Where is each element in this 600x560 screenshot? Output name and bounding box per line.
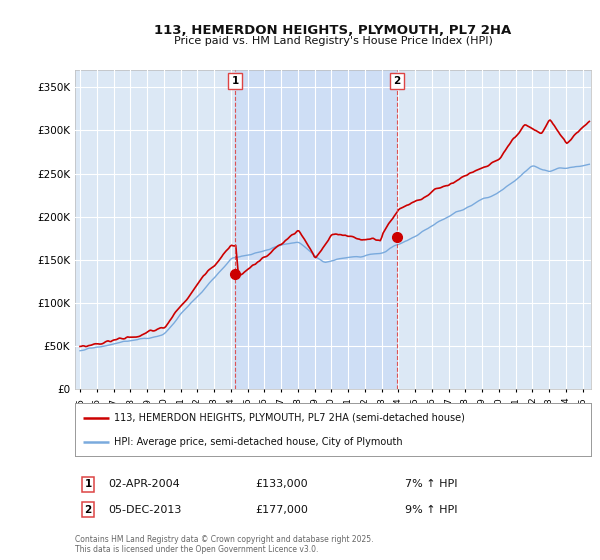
Text: 1: 1 bbox=[232, 76, 239, 86]
Text: 9% ↑ HPI: 9% ↑ HPI bbox=[405, 505, 458, 515]
Text: £133,000: £133,000 bbox=[255, 479, 308, 489]
Text: Price paid vs. HM Land Registry's House Price Index (HPI): Price paid vs. HM Land Registry's House … bbox=[173, 36, 493, 46]
Bar bbox=[235, 70, 397, 389]
Text: 113, HEMERDON HEIGHTS, PLYMOUTH, PL7 2HA (semi-detached house): 113, HEMERDON HEIGHTS, PLYMOUTH, PL7 2HA… bbox=[114, 413, 464, 423]
Text: 2: 2 bbox=[85, 505, 92, 515]
Text: 02-APR-2004: 02-APR-2004 bbox=[108, 479, 180, 489]
Text: 113, HEMERDON HEIGHTS, PLYMOUTH, PL7 2HA: 113, HEMERDON HEIGHTS, PLYMOUTH, PL7 2HA bbox=[154, 24, 512, 37]
Text: 2: 2 bbox=[394, 76, 401, 86]
Text: 05-DEC-2013: 05-DEC-2013 bbox=[108, 505, 181, 515]
Text: Contains HM Land Registry data © Crown copyright and database right 2025.
This d: Contains HM Land Registry data © Crown c… bbox=[75, 535, 373, 554]
Text: £177,000: £177,000 bbox=[255, 505, 308, 515]
Text: 1: 1 bbox=[85, 479, 92, 489]
Text: HPI: Average price, semi-detached house, City of Plymouth: HPI: Average price, semi-detached house,… bbox=[114, 437, 403, 447]
Text: 7% ↑ HPI: 7% ↑ HPI bbox=[405, 479, 458, 489]
